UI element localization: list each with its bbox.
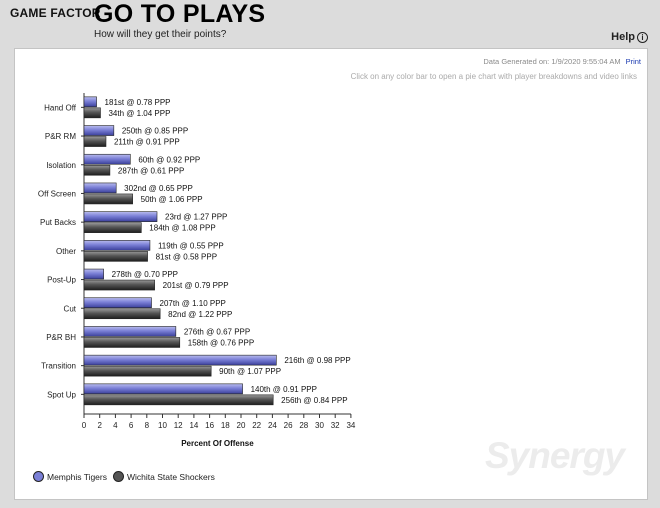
x-tick-label: 32 [331,421,340,430]
bar-wichita[interactable] [83,164,111,176]
bar-wichita[interactable] [83,222,142,233]
legend-swatch-memphis [33,471,44,482]
category-label: Off Screen [38,189,76,198]
x-tick-label: 4 [113,421,118,430]
data-label-wichita: 184th @ 1.08 PPP [149,224,215,233]
chart-hint: Click on any color bar to open a pie cha… [350,72,637,81]
data-label-wichita: 158th @ 0.76 PPP [188,338,254,347]
x-tick-label: 20 [237,421,246,430]
data-label-memphis: 60th @ 0.92 PPP [138,155,200,164]
bar-wichita[interactable] [83,394,274,406]
bar-memphis[interactable] [83,354,277,366]
bar-wichita[interactable] [83,251,148,262]
x-tick-label: 0 [82,421,87,430]
legend-item-memphis[interactable]: Memphis Tigers [33,471,107,482]
data-label-memphis: 276th @ 0.67 PPP [184,327,250,336]
category-label: Spot Up [47,390,76,399]
x-tick-label: 8 [145,421,150,430]
data-label-memphis: 140th @ 0.91 PPP [251,385,317,394]
print-link[interactable]: Print [625,57,641,66]
x-tick-label: 2 [97,421,102,430]
data-label-memphis: 216th @ 0.98 PPP [284,356,350,365]
data-label-memphis: 207th @ 1.10 PPP [160,299,226,308]
data-label-memphis: 278th @ 0.70 PPP [112,270,178,279]
x-tick-label: 34 [346,421,355,430]
data-label-memphis: 250th @ 0.85 PPP [122,127,188,136]
data-label-wichita: 90th @ 1.07 PPP [219,367,281,376]
x-tick-label: 12 [174,421,183,430]
chart-legend: Memphis Tigers Wichita State Shockers [33,471,215,482]
legend-item-wichita[interactable]: Wichita State Shockers [113,471,215,482]
chart-panel: Synergy Data Generated on: 1/9/2020 9:55… [14,48,648,500]
help-label: Help [611,31,635,43]
category-label: Cut [64,304,77,313]
data-label-wichita: 211th @ 0.91 PPP [114,138,180,147]
brand-label: GAME FACTOR [10,6,101,20]
bar-memphis[interactable] [83,383,243,395]
x-axis-label: Percent Of Offense [181,439,254,448]
help-button[interactable]: Help i [611,31,648,43]
bar-wichita[interactable] [83,279,155,291]
bar-wichita[interactable] [83,308,161,320]
bar-memphis[interactable] [83,96,97,108]
legend-swatch-wichita [113,471,124,482]
bar-memphis[interactable] [83,297,152,309]
data-label-wichita: 81st @ 0.58 PPP [156,252,218,261]
category-label: P&R RM [45,132,76,141]
bar-memphis[interactable] [83,182,117,194]
category-label: P&R BH [46,333,76,342]
data-generated-text: Data Generated on: 1/9/2020 9:55:04 AM [483,57,621,66]
bar-wichita[interactable] [83,337,181,348]
page-title: GO TO PLAYS [94,0,266,28]
data-label-wichita: 50th @ 1.06 PPP [141,195,203,204]
bar-wichita[interactable] [83,193,133,205]
data-label-wichita: 287th @ 0.61 PPP [118,166,184,175]
x-tick-label: 30 [315,421,324,430]
category-label: Transition [41,362,76,371]
page-subtitle: How will they get their points? [94,29,227,40]
bar-memphis[interactable] [83,153,131,165]
data-label-memphis: 302nd @ 0.65 PPP [124,184,193,193]
data-label-wichita: 34th @ 1.04 PPP [108,109,170,118]
bar-wichita[interactable] [83,107,101,119]
category-label: Post-Up [47,276,76,285]
info-icon: i [637,31,648,43]
bar-wichita[interactable] [83,136,107,147]
x-tick-label: 26 [284,421,293,430]
category-label: Put Backs [40,218,76,227]
x-tick-label: 28 [299,421,308,430]
bar-memphis[interactable] [83,211,158,222]
category-label: Isolation [46,161,76,170]
legend-label-memphis: Memphis Tigers [47,471,107,482]
data-generated-info: Data Generated on: 1/9/2020 9:55:04 AM Pr… [483,57,641,66]
data-label-wichita: 82nd @ 1.22 PPP [168,310,232,319]
data-label-memphis: 119th @ 0.55 PPP [158,241,224,250]
synergy-watermark: Synergy [485,435,625,476]
x-tick-label: 10 [158,421,167,430]
data-label-wichita: 256th @ 0.84 PPP [281,396,347,405]
x-tick-label: 22 [252,421,261,430]
x-tick-label: 14 [189,421,198,430]
bar-memphis[interactable] [83,240,151,251]
data-label-wichita: 201st @ 0.79 PPP [163,281,229,290]
bar-memphis[interactable] [83,125,115,136]
bar-memphis[interactable] [83,326,177,337]
data-label-memphis: 181st @ 0.78 PPP [105,98,171,107]
x-tick-label: 24 [268,421,277,430]
category-label: Hand Off [44,103,77,112]
bar-memphis[interactable] [83,268,104,280]
x-tick-label: 18 [221,421,230,430]
category-label: Other [56,247,76,256]
data-label-memphis: 23rd @ 1.27 PPP [165,213,227,222]
x-tick-label: 6 [129,421,134,430]
bar-wichita[interactable] [83,365,212,377]
x-tick-label: 16 [205,421,214,430]
legend-label-wichita: Wichita State Shockers [127,471,215,482]
